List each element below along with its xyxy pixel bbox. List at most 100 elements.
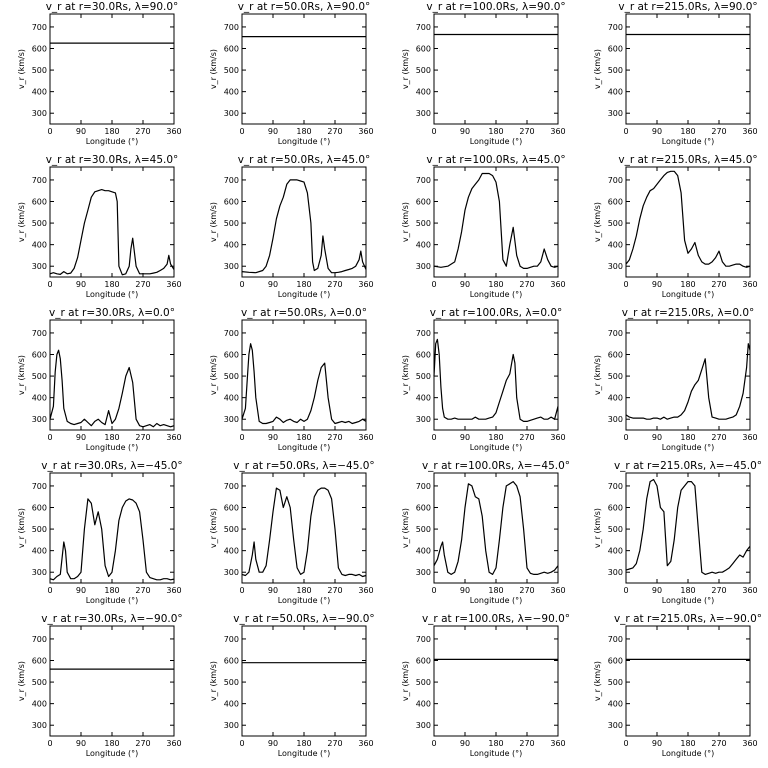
y-tick-label: 300 [224, 262, 239, 271]
chart-panel: v_r at r=215.0Rs, λ=−45.0° 0 90 180 270 360 30… [593, 460, 762, 605]
y-axis-label: v_r (km/s) [593, 49, 602, 89]
chart-title: v_r at r=50.0Rs, λ=−45.0° [233, 460, 374, 472]
y-tick-label: 600 [224, 657, 239, 666]
y-tick-label: 400 [608, 394, 623, 403]
y-tick-label: 300 [32, 721, 47, 730]
x-tick-label: 270 [327, 280, 342, 289]
x-tick-label: 0 [47, 127, 52, 136]
x-tick-label: 0 [47, 586, 52, 595]
x-tick-label: 0 [431, 739, 436, 748]
x-axis-label: Longitude (°) [86, 749, 139, 758]
y-tick-label: 600 [32, 657, 47, 666]
y-tick-label: 300 [224, 721, 239, 730]
chart-title: v_r at r=215.0Rs, λ=90.0° [618, 1, 757, 13]
chart-title: v_r at r=30.0Rs, λ=−90.0° [41, 613, 182, 625]
velocity-series-line [241, 179, 367, 274]
x-tick-label: 0 [623, 127, 628, 136]
y-tick-label: 400 [224, 394, 239, 403]
plot-frame [49, 319, 175, 431]
x-tick-label: 0 [623, 586, 628, 595]
y-tick-label: 300 [416, 109, 431, 118]
x-tick-label: 360 [166, 127, 181, 136]
chart-title: v_r at r=215.0Rs, λ=45.0° [618, 154, 757, 166]
x-tick-label: 180 [104, 586, 119, 595]
x-tick-label: 360 [550, 127, 565, 136]
x-tick-label: 0 [239, 127, 244, 136]
x-tick-label: 360 [742, 433, 757, 442]
y-tick-label: 500 [608, 219, 623, 228]
x-tick-label: 0 [47, 739, 52, 748]
x-tick-label: 90 [268, 739, 278, 748]
y-tick-label: 500 [608, 372, 623, 381]
y-axis-label: v_r (km/s) [209, 355, 218, 395]
x-tick-label: 360 [166, 433, 181, 442]
x-tick-label: 90 [652, 586, 662, 595]
x-tick-label: 0 [431, 586, 436, 595]
x-tick-label: 360 [166, 280, 181, 289]
velocity-series-line [625, 170, 751, 268]
x-tick-label: 180 [296, 586, 311, 595]
x-tick-label: 90 [268, 280, 278, 289]
x-tick-label: 270 [327, 739, 342, 748]
x-axis-label: Longitude (°) [470, 443, 523, 452]
y-tick-label: 700 [416, 329, 431, 338]
x-tick-label: 270 [711, 127, 726, 136]
x-tick-label: 270 [519, 586, 534, 595]
chart-title: v_r at r=30.0Rs, λ=45.0° [46, 154, 179, 166]
x-tick-label: 0 [47, 433, 52, 442]
chart-panel: v_r at r=30.0Rs, λ=90.0° 0 90 180 270 360 300 4… [17, 1, 182, 146]
plot-frame [241, 472, 367, 584]
x-tick-label: 360 [358, 127, 373, 136]
plot-frame [241, 625, 367, 737]
y-tick-label: 300 [32, 109, 47, 118]
y-tick-label: 400 [608, 241, 623, 250]
y-tick-label: 500 [224, 372, 239, 381]
x-tick-label: 0 [431, 280, 436, 289]
x-tick-label: 270 [327, 586, 342, 595]
x-tick-label: 270 [519, 739, 534, 748]
x-tick-label: 180 [104, 280, 119, 289]
y-tick-label: 400 [608, 547, 623, 556]
y-tick-label: 300 [608, 109, 623, 118]
chart-panel: v_r at r=30.0Rs, λ=0.0° 0 90 180 270 360 300 40… [17, 307, 182, 452]
y-axis-label: v_r (km/s) [17, 49, 26, 89]
velocity-series-line [625, 343, 751, 420]
y-tick-label: 400 [32, 547, 47, 556]
y-axis-label: v_r (km/s) [17, 508, 26, 548]
velocity-series-line [241, 487, 367, 578]
chart-title: v_r at r=215.0Rs, λ=0.0° [622, 307, 755, 319]
plot-frame [49, 472, 175, 584]
x-axis-label: Longitude (°) [662, 596, 715, 605]
plot-frame [433, 625, 559, 737]
y-tick-label: 300 [224, 109, 239, 118]
y-tick-label: 500 [32, 219, 47, 228]
plot-frame [49, 13, 175, 125]
y-tick-label: 300 [416, 568, 431, 577]
y-tick-label: 600 [224, 351, 239, 360]
y-tick-label: 500 [224, 678, 239, 687]
x-tick-label: 270 [711, 433, 726, 442]
y-tick-label: 700 [224, 176, 239, 185]
y-tick-label: 600 [32, 504, 47, 513]
y-axis-label: v_r (km/s) [593, 508, 602, 548]
chart-panel: v_r at r=215.0Rs, λ=−90.0° 0 90 180 270 360 30… [593, 613, 762, 758]
x-axis-label: Longitude (°) [278, 290, 331, 299]
chart-panel: v_r at r=100.0Rs, λ=−45.0° 0 90 180 270 360 30… [401, 460, 570, 605]
plot-frame [49, 166, 175, 278]
plot-frame [625, 472, 751, 584]
x-tick-label: 90 [460, 127, 470, 136]
chart-title: v_r at r=30.0Rs, λ=0.0° [49, 307, 175, 319]
y-tick-label: 300 [608, 262, 623, 271]
x-tick-label: 90 [460, 586, 470, 595]
y-tick-label: 600 [416, 45, 431, 54]
x-tick-label: 90 [652, 280, 662, 289]
chart-title: v_r at r=30.0Rs, λ=−45.0° [41, 460, 182, 472]
y-tick-label: 700 [32, 23, 47, 32]
x-tick-label: 90 [460, 433, 470, 442]
chart-panel: v_r at r=215.0Rs, λ=90.0° 0 90 180 270 360 300… [593, 1, 758, 146]
x-tick-label: 270 [519, 127, 534, 136]
y-tick-label: 600 [608, 657, 623, 666]
y-axis-label: v_r (km/s) [593, 355, 602, 395]
x-axis-label: Longitude (°) [86, 596, 139, 605]
